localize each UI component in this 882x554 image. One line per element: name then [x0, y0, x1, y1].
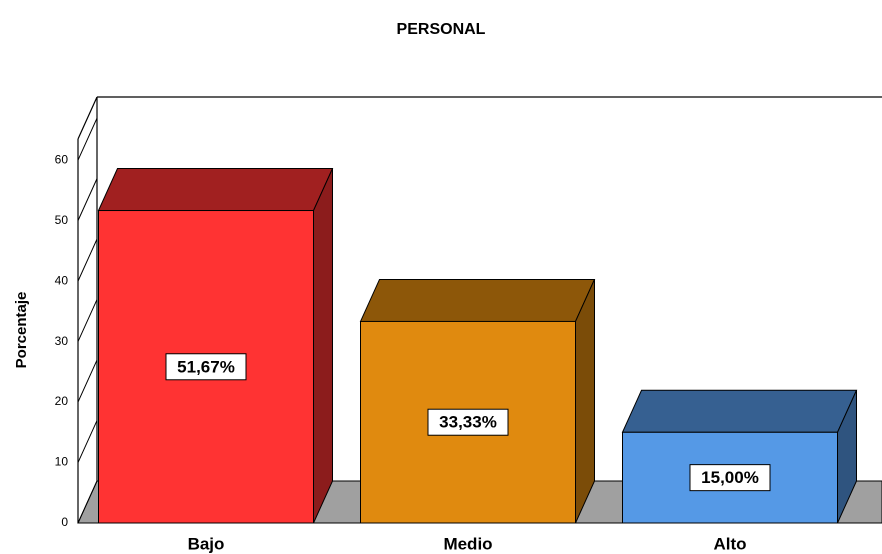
value-label-box: [689, 464, 771, 492]
tick-mark: [77, 117, 98, 161]
value-label-box: [165, 353, 247, 381]
tick-mark: [77, 480, 98, 524]
value-label: 51,67%: [177, 357, 235, 376]
x-tick-label: Medio: [443, 534, 492, 553]
tick-mark: [77, 299, 98, 342]
chart-title: PERSONAL: [397, 21, 486, 38]
y-tick-label: 50: [55, 213, 69, 227]
bar-side: [313, 168, 333, 524]
tick-mark: [77, 238, 98, 282]
x-tick-label: Bajo: [188, 534, 225, 553]
bar-side: [575, 279, 595, 524]
y-tick-label: 20: [55, 394, 69, 408]
y-tick-label: 60: [55, 152, 69, 166]
bar-top: [97, 168, 334, 212]
value-label-box: [427, 408, 509, 436]
y-tick-label: 10: [55, 455, 69, 469]
tick-mark: [77, 359, 98, 403]
y-tick-label: 30: [55, 334, 69, 348]
value-label: 15,00%: [701, 468, 759, 487]
y-tick-label: 0: [61, 515, 68, 529]
tick-mark: [77, 178, 98, 221]
bar-top: [359, 278, 596, 322]
bar: [622, 431, 838, 524]
value-label: 33,33%: [439, 413, 497, 432]
tick-mark: [77, 420, 98, 463]
left-wall-top: [77, 96, 98, 140]
y-tick-label: 40: [55, 273, 69, 287]
y-axis-title: Porcentaje: [13, 292, 30, 369]
bar-top: [621, 389, 858, 433]
x-tick-label: Alto: [713, 534, 746, 553]
